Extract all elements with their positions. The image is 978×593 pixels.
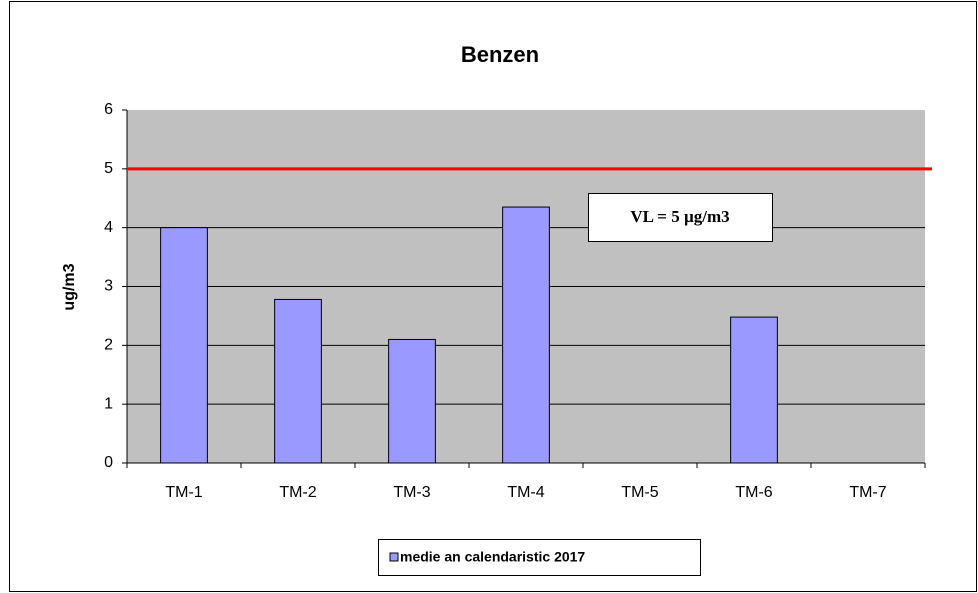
bar bbox=[730, 316, 778, 464]
x-tick-label: TM-6 bbox=[735, 484, 772, 501]
y-tick-label: 0 bbox=[104, 454, 113, 471]
x-tick-label: TM-2 bbox=[279, 484, 316, 501]
x-tick-label: TM-5 bbox=[621, 484, 658, 501]
y-tick-label: 5 bbox=[104, 160, 113, 177]
x-tick-label: TM-1 bbox=[165, 484, 202, 501]
x-tick-label: TM-7 bbox=[849, 484, 886, 501]
annotation: VL = 5 µg/m3 bbox=[630, 207, 729, 226]
bar bbox=[502, 206, 550, 464]
chart-title: Benzen bbox=[461, 42, 539, 67]
y-tick-label: 1 bbox=[104, 395, 113, 412]
bar bbox=[388, 338, 436, 464]
legend-swatch bbox=[389, 552, 399, 562]
x-tick-label: TM-4 bbox=[507, 484, 544, 501]
annotation-box bbox=[588, 193, 773, 242]
y-tick-label: 6 bbox=[104, 101, 113, 118]
legend-label: medie an calendaristic 2017 bbox=[400, 549, 585, 565]
y-tick-label: 4 bbox=[104, 219, 113, 236]
y-tick-label: 3 bbox=[104, 278, 113, 295]
bar bbox=[160, 227, 208, 464]
bar bbox=[274, 298, 322, 464]
x-tick-label: TM-3 bbox=[393, 484, 430, 501]
y-tick-label: 2 bbox=[104, 337, 113, 354]
legend bbox=[378, 539, 701, 576]
y-axis-label: ug/m3 bbox=[61, 263, 78, 310]
